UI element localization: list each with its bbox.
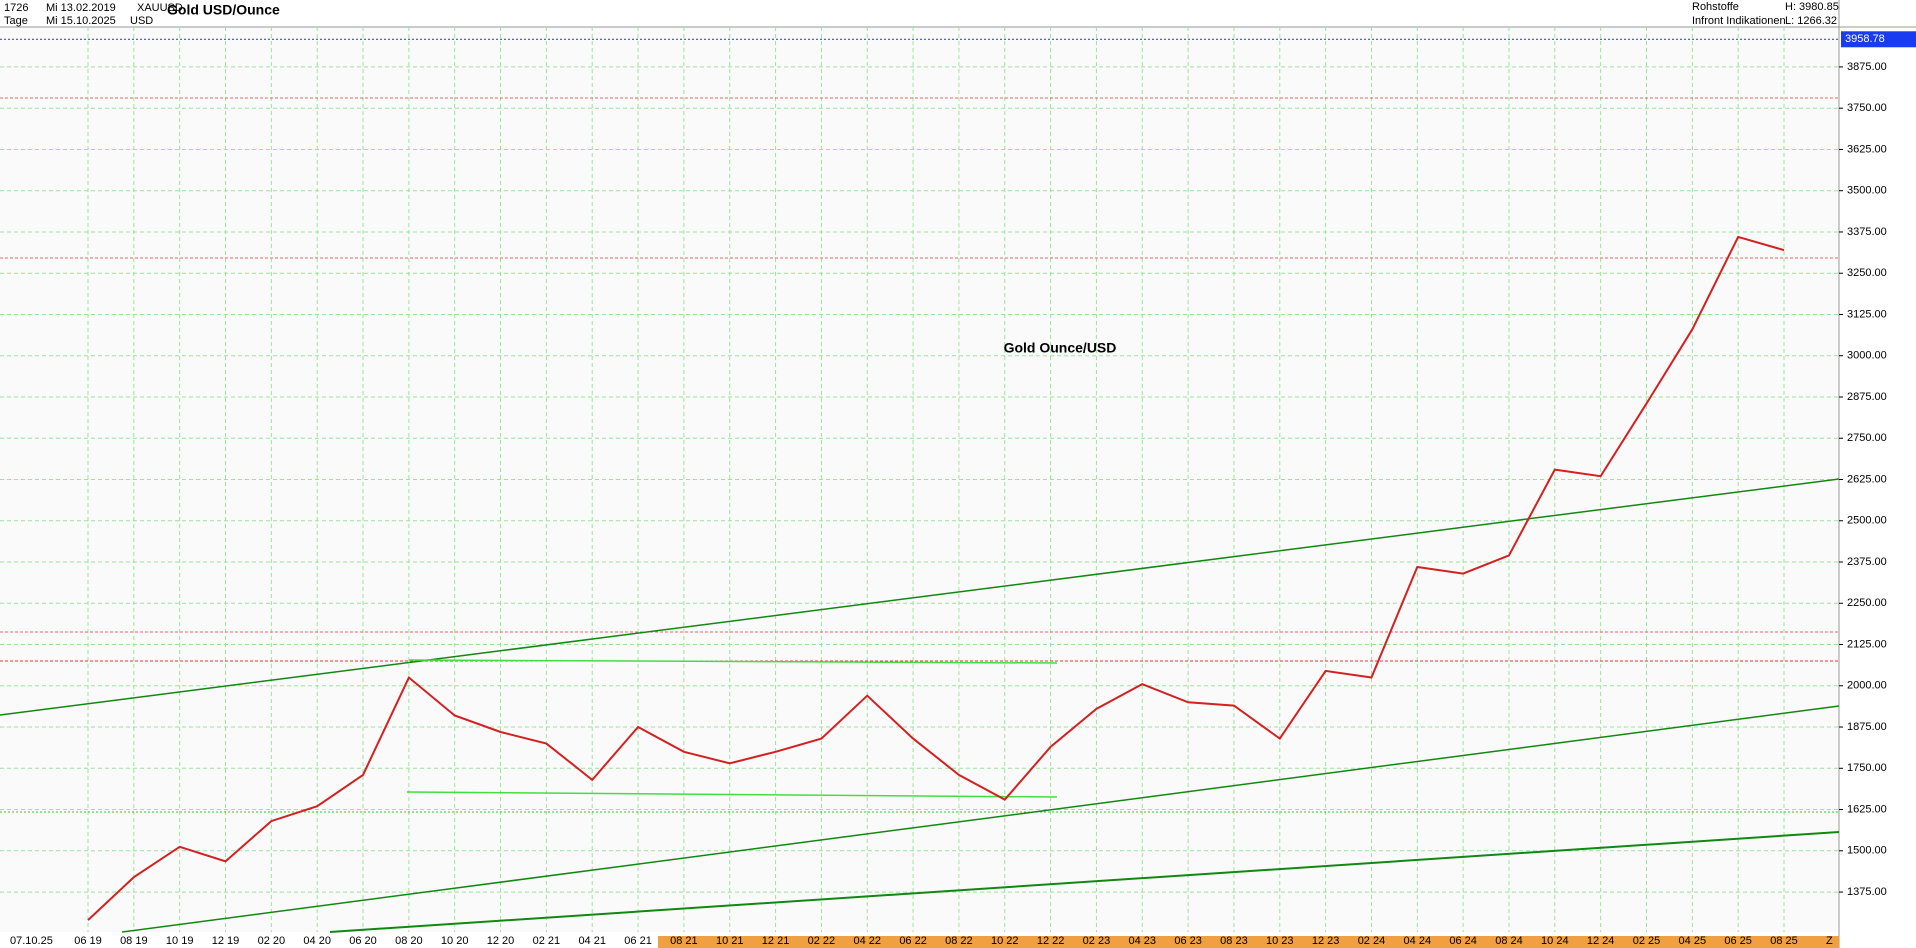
x-tick-label: 04 24 <box>1404 935 1432 947</box>
x-tick-label: 02 21 <box>533 935 561 947</box>
x-tick-label: 02 23 <box>1083 935 1111 947</box>
y-tick-label: 3250.00 <box>1847 267 1887 279</box>
header-group: Rohstoffe <box>1692 1 1739 13</box>
header-currency: USD <box>130 15 153 27</box>
y-tick-label: 3500.00 <box>1847 185 1887 197</box>
x-tick-label: 10 23 <box>1266 935 1294 947</box>
x-tick-label: 08 20 <box>395 935 423 947</box>
x-tick-label: 12 22 <box>1037 935 1065 947</box>
x-tick-label: 08 23 <box>1220 935 1248 947</box>
corner-label: Z <box>1826 935 1833 947</box>
y-tick-label: 2625.00 <box>1847 473 1887 485</box>
x-tick-label: 04 21 <box>578 935 606 947</box>
x-tick-label: 10 19 <box>166 935 194 947</box>
chart-title: Gold USD/Ounce <box>167 2 280 18</box>
time-band <box>658 936 1839 948</box>
trend-line <box>408 659 1058 664</box>
header-source: Infront Indikationen <box>1692 15 1786 27</box>
x-tick-label: 04 20 <box>303 935 331 947</box>
y-tick-label: 1750.00 <box>1847 762 1887 774</box>
y-tick-label: 2500.00 <box>1847 515 1887 527</box>
x-tick-label: 06 21 <box>624 935 652 947</box>
x-tick-label: 12 19 <box>212 935 240 947</box>
x-tick-label: 10 21 <box>716 935 744 947</box>
x-tick-label: 08 22 <box>945 935 973 947</box>
x-tick-label: 04 25 <box>1679 935 1707 947</box>
header-symbol: XAUUSD <box>137 2 183 14</box>
y-tick-label: 1500.00 <box>1847 845 1887 857</box>
last-price-label: 3958.78 <box>1845 33 1885 45</box>
x-tick-label: 10 22 <box>991 935 1019 947</box>
x-tick-label: 06 24 <box>1449 935 1477 947</box>
x-tick-label: 12 21 <box>762 935 790 947</box>
header-high: H: 3980.85 <box>1785 1 1839 13</box>
trend-line <box>121 705 1840 933</box>
y-tick-label: 2125.00 <box>1847 638 1887 650</box>
reference-lines <box>0 97 1840 933</box>
y-tick-label: 3375.00 <box>1847 226 1887 238</box>
x-tick-label: 02 22 <box>808 935 836 947</box>
x-tick-label: 02 25 <box>1633 935 1661 947</box>
y-tick-label: 2000.00 <box>1847 680 1887 692</box>
y-tick-label: 3625.00 <box>1847 143 1887 155</box>
header-count: 1726 <box>4 2 28 14</box>
header-start: Mi 13.02.2019 <box>46 2 116 14</box>
header-period: Tage <box>4 15 28 27</box>
x-tick-label: 10 24 <box>1541 935 1569 947</box>
x-tick-label: 08 25 <box>1770 935 1798 947</box>
y-tick-label: 1625.00 <box>1847 803 1887 815</box>
x-tick-label: 06 25 <box>1724 935 1752 947</box>
x-tick-label: 08 19 <box>120 935 148 947</box>
x-tick-label: 08 24 <box>1495 935 1523 947</box>
x-tick-label: 04 22 <box>853 935 881 947</box>
x-tick-label: 06 22 <box>899 935 927 947</box>
y-tick-label: 3875.00 <box>1847 61 1887 73</box>
x-tick-label: 12 24 <box>1587 935 1615 947</box>
x-tick-label: 02 20 <box>258 935 286 947</box>
header-low: L: 1266.32 <box>1785 15 1837 27</box>
y-tick-label: 1875.00 <box>1847 721 1887 733</box>
x-tick-label: 04 23 <box>1129 935 1157 947</box>
trend-line <box>0 478 1840 716</box>
x-tick-label: 12 23 <box>1312 935 1340 947</box>
last-price-box <box>1841 31 1916 48</box>
y-tick-label: 3750.00 <box>1847 102 1887 114</box>
y-tick-label: 1375.00 <box>1847 886 1887 898</box>
x-tick-label: 02 24 <box>1358 935 1386 947</box>
x-tick-label: 10 20 <box>441 935 469 947</box>
x-tick-label: 06 19 <box>74 935 102 947</box>
header-end: Mi 15.10.2025 <box>46 15 116 27</box>
y-tick-label: 2375.00 <box>1847 556 1887 568</box>
x-tick-label: 08 21 <box>670 935 698 947</box>
y-tick-label: 2750.00 <box>1847 432 1887 444</box>
trend-line <box>406 791 1058 798</box>
y-tick-label: 2250.00 <box>1847 597 1887 609</box>
y-tick-label: 2875.00 <box>1847 391 1887 403</box>
x-tick-label: 06 20 <box>349 935 377 947</box>
x-tick-label: 06 23 <box>1174 935 1202 947</box>
price-line <box>87 235 1785 921</box>
cursor-date: 07.10.25 <box>10 935 53 947</box>
chart-annotation: Gold Ounce/USD <box>1004 340 1117 356</box>
y-tick-label: 3125.00 <box>1847 308 1887 320</box>
trend-line <box>329 831 1840 933</box>
y-tick-label: 3000.00 <box>1847 350 1887 362</box>
x-tick-label: 12 20 <box>487 935 515 947</box>
